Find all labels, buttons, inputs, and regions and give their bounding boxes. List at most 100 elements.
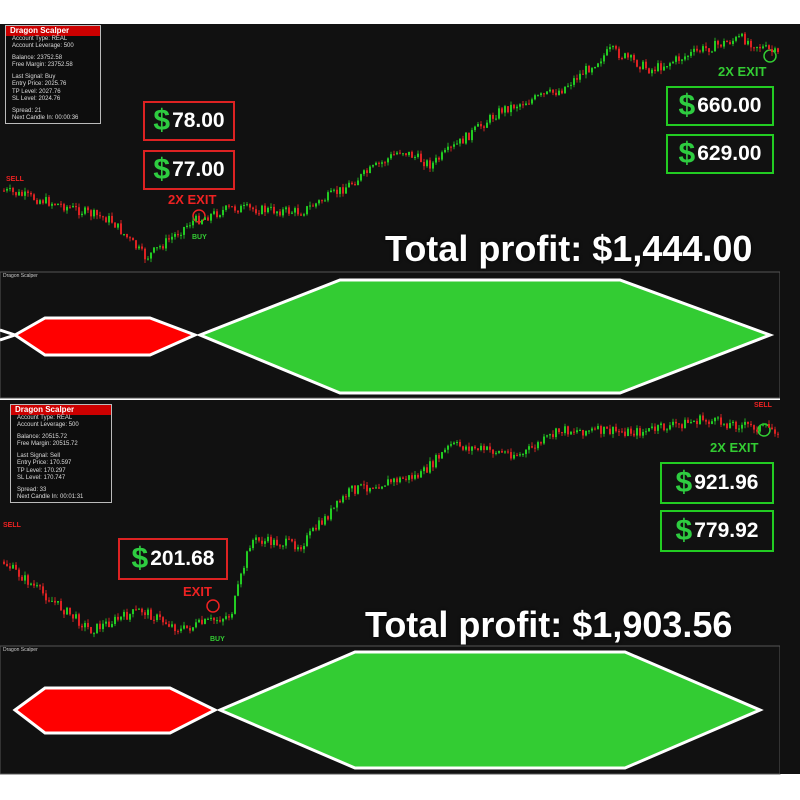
candle bbox=[612, 426, 614, 434]
candle bbox=[336, 189, 338, 194]
total-profit: Total profit: $1,444.00 bbox=[385, 228, 753, 269]
candle bbox=[177, 233, 179, 236]
candle bbox=[705, 46, 707, 49]
candle bbox=[768, 45, 770, 50]
candle bbox=[18, 191, 20, 196]
candle bbox=[720, 417, 722, 425]
candle bbox=[255, 537, 257, 540]
info-line: SL Level: 170.747 bbox=[17, 475, 66, 481]
candle bbox=[435, 455, 437, 468]
candle bbox=[453, 144, 455, 147]
indicator-label: Dragon Scalper bbox=[3, 273, 38, 279]
candle bbox=[264, 541, 266, 544]
candle bbox=[507, 106, 509, 113]
candle bbox=[480, 445, 482, 451]
amount: 78.00 bbox=[172, 109, 225, 132]
candle bbox=[66, 607, 68, 615]
candle bbox=[618, 431, 620, 433]
candle bbox=[135, 240, 137, 249]
candle bbox=[435, 157, 437, 163]
candle bbox=[18, 569, 20, 577]
candle bbox=[48, 600, 50, 602]
candle bbox=[243, 205, 245, 207]
candle bbox=[222, 618, 224, 622]
candle bbox=[486, 446, 488, 450]
candle bbox=[90, 627, 92, 634]
candle bbox=[138, 608, 140, 610]
candle bbox=[468, 446, 470, 451]
candle bbox=[360, 174, 362, 181]
currency: $ bbox=[675, 514, 693, 547]
candle bbox=[561, 90, 563, 94]
candle bbox=[600, 425, 602, 434]
candle bbox=[528, 103, 530, 105]
candle bbox=[657, 63, 659, 72]
candle bbox=[408, 151, 410, 156]
candle bbox=[669, 63, 671, 67]
candle bbox=[489, 114, 491, 123]
candle bbox=[297, 547, 299, 550]
candle bbox=[147, 258, 149, 260]
candle bbox=[186, 625, 188, 629]
candle bbox=[579, 429, 581, 431]
candle bbox=[480, 123, 482, 127]
candle bbox=[708, 48, 710, 52]
candle bbox=[621, 431, 623, 433]
candle bbox=[450, 444, 452, 446]
candle bbox=[732, 421, 734, 423]
candle bbox=[57, 600, 59, 603]
candle bbox=[777, 48, 779, 53]
candle bbox=[333, 189, 335, 191]
candle bbox=[723, 40, 725, 47]
candle bbox=[189, 225, 191, 227]
candle bbox=[309, 205, 311, 207]
candle bbox=[258, 213, 260, 215]
candle bbox=[324, 200, 326, 202]
info-line: Next Candle In: 00:01:31 bbox=[17, 494, 84, 500]
info-line: Spread: 33 bbox=[17, 486, 47, 493]
candle bbox=[51, 203, 53, 206]
exit-marker bbox=[206, 599, 220, 613]
candle bbox=[747, 421, 749, 424]
candle bbox=[387, 158, 389, 163]
candle bbox=[456, 143, 458, 145]
amount: 660.00 bbox=[697, 94, 762, 117]
candle bbox=[765, 424, 767, 426]
candle bbox=[3, 190, 5, 192]
signal: SELL bbox=[6, 176, 24, 183]
candle bbox=[219, 620, 221, 622]
candle bbox=[12, 564, 14, 569]
info-box: Dragon Scalper Account Type: REAL Account … bbox=[10, 404, 112, 503]
candle bbox=[210, 617, 212, 619]
candle bbox=[147, 609, 149, 616]
profit-box: $629.00 bbox=[666, 134, 774, 174]
candle bbox=[687, 419, 689, 423]
candle bbox=[165, 238, 167, 249]
candle bbox=[690, 51, 692, 56]
candle bbox=[231, 613, 233, 618]
candle bbox=[126, 234, 128, 238]
candle bbox=[582, 429, 584, 436]
candle bbox=[114, 616, 116, 625]
candle bbox=[567, 85, 569, 87]
candle bbox=[528, 446, 530, 450]
candle bbox=[468, 132, 470, 141]
candle bbox=[474, 126, 476, 131]
candle bbox=[681, 59, 683, 61]
candle bbox=[120, 616, 122, 620]
candle bbox=[744, 33, 746, 45]
profit-box: $660.00 bbox=[666, 86, 774, 126]
candle bbox=[345, 187, 347, 194]
candle bbox=[462, 446, 464, 450]
candle bbox=[159, 614, 161, 618]
candle bbox=[366, 170, 368, 173]
candle bbox=[258, 537, 260, 541]
candle bbox=[213, 211, 215, 214]
info-line: Balance: 20515.72 bbox=[17, 433, 68, 440]
currency: $ bbox=[153, 104, 171, 137]
candle bbox=[216, 211, 218, 217]
candle bbox=[696, 48, 698, 51]
candle bbox=[678, 56, 680, 61]
candle bbox=[423, 162, 425, 167]
